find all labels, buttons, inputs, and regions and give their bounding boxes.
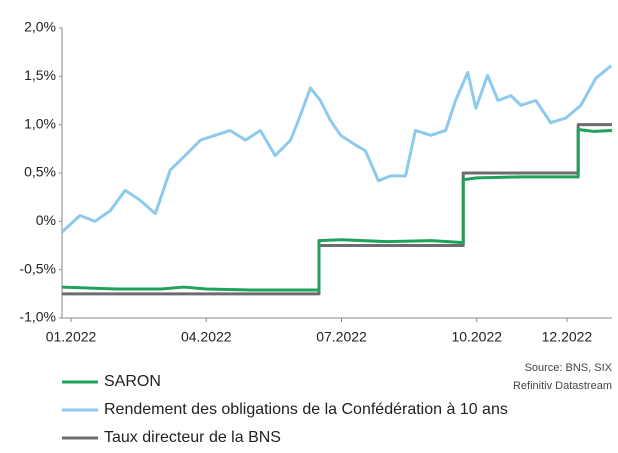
source: Source: BNS, SIX [525, 362, 613, 374]
legend-label: Rendement des obligations de la Confédér… [104, 401, 508, 418]
y-tick-label: 1,0% [24, 115, 56, 131]
y-tick-label: -0,5% [19, 260, 56, 276]
y-tick-label: 2,0% [24, 19, 56, 35]
legend-label: Taux directeur de la BNS [104, 429, 281, 446]
y-tick-label: 0% [36, 212, 56, 228]
series-line [62, 123, 612, 296]
x-tick-label: 12.2022 [542, 329, 593, 345]
series-line [61, 128, 613, 292]
y-tick-label: 0,5% [24, 164, 56, 180]
legend-label: SARON [104, 373, 161, 390]
x-tick-label: 07.2022 [316, 329, 367, 345]
source: Refinitiv Datastream [513, 380, 612, 392]
x-tick-label: 01.2022 [46, 329, 97, 345]
x-tick-label: 04.2022 [181, 329, 232, 345]
series-line [60, 64, 613, 234]
x-tick-label: 10.2022 [451, 329, 502, 345]
y-tick-label: -1,0% [19, 309, 56, 325]
y-tick-label: 1,5% [24, 67, 56, 83]
